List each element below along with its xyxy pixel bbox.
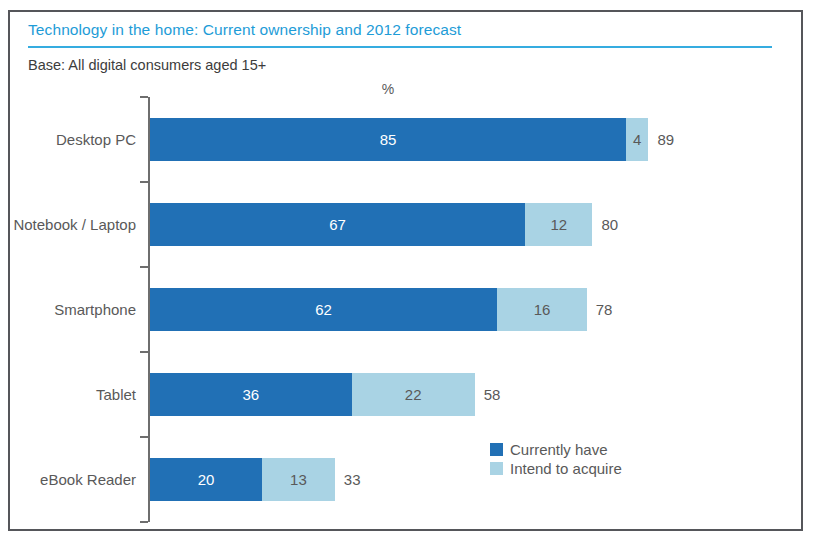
- bar-segment-currently-have: 36: [150, 373, 352, 416]
- bar-segment-currently-have: 20: [150, 458, 262, 501]
- chart-title: Technology in the home: Current ownershi…: [28, 21, 461, 39]
- axis-unit-label: %: [376, 81, 400, 97]
- category-label: Smartphone: [4, 288, 136, 331]
- bar-row: 3622 58: [150, 373, 500, 416]
- bar-total-label: 89: [657, 131, 674, 148]
- bar-segment-intend-to-acquire: 16: [497, 288, 587, 331]
- bar-row: 6712 80: [150, 203, 618, 246]
- axis-tick: [140, 436, 148, 438]
- bar-row: 2013 33: [150, 458, 360, 501]
- axis-tick: [140, 181, 148, 183]
- bar-segment-currently-have: 62: [150, 288, 497, 331]
- bar-row: 6216 78: [150, 288, 612, 331]
- bar-segment-intend-to-acquire: 12: [525, 203, 592, 246]
- bar-segment-intend-to-acquire: 4: [626, 118, 648, 161]
- bar-segment-intend-to-acquire: 22: [352, 373, 475, 416]
- legend-item-currently-have: Currently have: [490, 440, 622, 459]
- legend-swatch-intend-to-acquire: [490, 462, 503, 475]
- category-label: Desktop PC: [4, 118, 136, 161]
- legend-item-intend-to-acquire: Intend to acquire: [490, 459, 622, 478]
- category-label: Tablet: [4, 373, 136, 416]
- base-note: Base: All digital consumers aged 15+: [28, 57, 266, 73]
- bar-segment-currently-have: 67: [150, 203, 525, 246]
- legend-swatch-currently-have: [490, 443, 503, 456]
- legend: Currently have Intend to acquire: [490, 440, 622, 478]
- bar-total-label: 78: [596, 301, 613, 318]
- bar-segment-intend-to-acquire: 13: [262, 458, 335, 501]
- plot-area: Desktop PC85489Notebook / Laptop671280Sm…: [148, 97, 718, 522]
- bar-total-label: 33: [344, 471, 361, 488]
- bar-segment-currently-have: 85: [150, 118, 626, 161]
- legend-label: Intend to acquire: [510, 460, 622, 477]
- legend-label: Currently have: [510, 441, 608, 458]
- axis-tick: [140, 96, 148, 98]
- category-label: Notebook / Laptop: [4, 203, 136, 246]
- axis-tick: [140, 351, 148, 353]
- bar-total-label: 58: [484, 386, 501, 403]
- category-label: eBook Reader: [4, 458, 136, 501]
- axis-tick: [140, 266, 148, 268]
- bar-total-label: 80: [601, 216, 618, 233]
- axis-tick: [140, 521, 148, 523]
- title-underline-rule: [28, 46, 772, 48]
- bar-row: 854 89: [150, 118, 674, 161]
